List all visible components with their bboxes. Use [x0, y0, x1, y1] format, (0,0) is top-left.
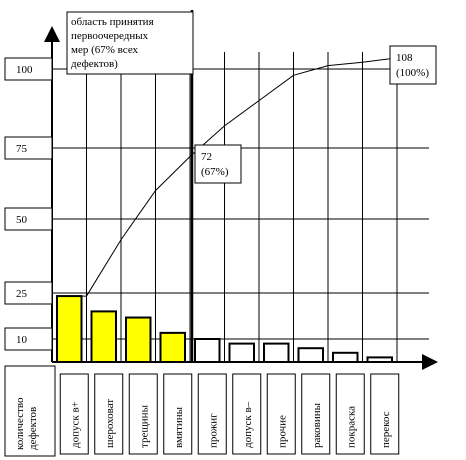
annotation-72-value: 72	[201, 151, 212, 163]
x-label-6: допуск в–	[232, 373, 262, 455]
y-tick-label-50: 50	[16, 214, 28, 226]
priority-area-text: область принятия первоочередных мер (67% в…	[71, 16, 154, 70]
x-label-text-3: трещины	[138, 404, 150, 448]
x-label-text-2: шероховат	[104, 399, 116, 448]
y-axis-label-text: количество дефектов	[14, 395, 39, 450]
bar-8	[297, 347, 324, 364]
x-label-9: покраска	[335, 373, 365, 455]
x-label-1: допуск в+	[59, 373, 89, 455]
bar-5	[194, 338, 221, 363]
x-label-text-5: прожиг	[207, 413, 219, 448]
priority-area-annotation: область принятия первоочередных мер (67% в…	[66, 11, 194, 75]
cumulative-line	[69, 54, 418, 297]
y-tick-label-100: 100	[16, 64, 33, 76]
x-label-text-9: покраска	[345, 406, 357, 448]
bars	[56, 295, 393, 364]
bar-6	[228, 342, 255, 364]
x-label-4: вмятины	[163, 373, 193, 455]
y-tick-100: 100	[4, 57, 53, 81]
x-label-10: перекос	[370, 373, 400, 455]
x-label-2: шероховат	[94, 373, 124, 455]
x-label-7: прочие	[266, 373, 296, 455]
annotation-108-value: 108	[396, 52, 413, 64]
bar-2	[90, 310, 117, 363]
x-label-text-8: раковины	[311, 402, 323, 448]
annotation-108-pct: (100%)	[396, 67, 429, 79]
annotation-72-pct: (67%)	[201, 166, 229, 178]
y-tick-label-10: 10	[16, 334, 28, 346]
x-label-text-6: допуск в–	[242, 401, 254, 448]
y-tick-25: 25	[4, 281, 53, 305]
x-label-3: трещины	[128, 373, 158, 455]
bar-7	[263, 342, 290, 364]
bar-1	[56, 295, 83, 364]
x-label-text-4: вмятины	[173, 406, 185, 448]
y-tick-10: 10	[4, 327, 53, 351]
x-tick-labels: допуск в+ шероховат трещины вмятины прожиг до…	[59, 373, 400, 455]
annotation-108: 108 (100%)	[389, 45, 437, 85]
y-tick-75: 75	[4, 136, 53, 160]
y-tick-50: 50	[4, 207, 53, 231]
y-tick-label-25: 25	[16, 288, 28, 300]
x-label-text-1: допуск в+	[69, 401, 81, 448]
annotation-72: 72 (67%)	[194, 144, 242, 184]
bar-9	[332, 351, 359, 363]
y-tick-labels: 10 25 50 75 100	[4, 57, 53, 351]
y-axis-label: количество дефектов	[4, 365, 56, 457]
x-label-8: раковины	[301, 373, 331, 455]
x-label-text-7: прочие	[276, 415, 288, 448]
y-tick-label-75: 75	[16, 143, 28, 155]
x-label-5: прожиг	[197, 373, 227, 455]
bar-3	[125, 316, 152, 363]
bar-4	[159, 331, 186, 364]
x-label-text-10: перекос	[380, 411, 392, 448]
